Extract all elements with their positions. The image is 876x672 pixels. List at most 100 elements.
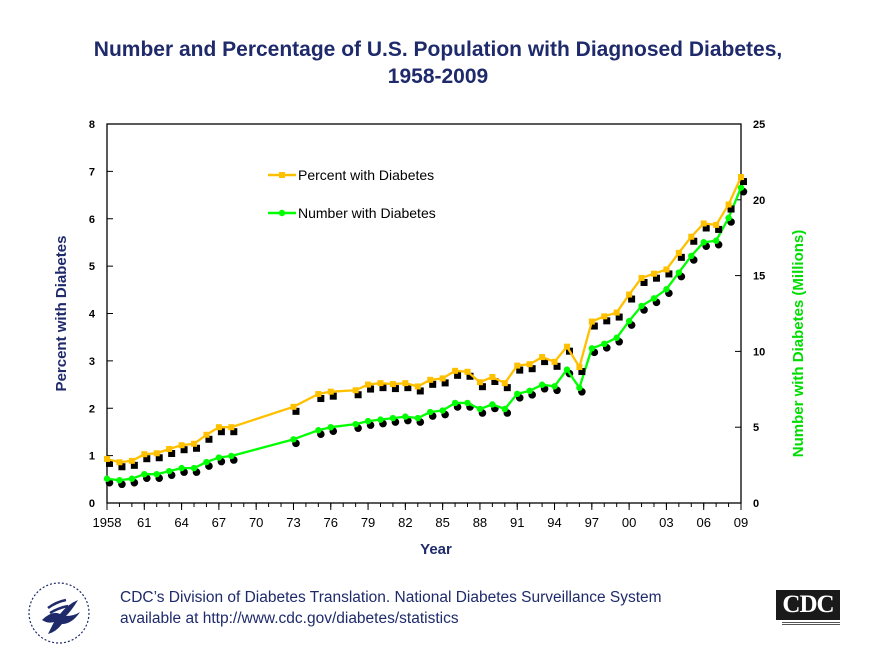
percent-series-point bbox=[501, 380, 508, 387]
number-series-point bbox=[178, 464, 185, 472]
y-right-tick-label: 10 bbox=[753, 346, 765, 358]
number-series-point bbox=[526, 387, 533, 395]
percent-series-marker-shadow bbox=[416, 387, 424, 395]
x-tick-label: 76 bbox=[324, 515, 338, 530]
number-series-point bbox=[688, 252, 695, 260]
x-tick-label: 79 bbox=[361, 515, 375, 530]
y-left-tick-label: 1 bbox=[89, 451, 95, 463]
percent-series-marker-shadow bbox=[441, 379, 449, 387]
y-left-tick-label: 8 bbox=[89, 119, 95, 131]
percent-series-point bbox=[153, 450, 160, 457]
percent-series-point bbox=[166, 445, 173, 452]
percent-series-point bbox=[700, 220, 707, 227]
x-tick-label: 97 bbox=[585, 515, 599, 530]
x-tick-label: 91 bbox=[510, 515, 524, 530]
y-left-tick-label: 0 bbox=[89, 498, 95, 510]
y-left-axis-label: Percent with Diabetes bbox=[53, 236, 70, 392]
percent-series-point bbox=[439, 375, 446, 382]
percent-series-marker-shadow bbox=[702, 224, 710, 232]
percent-series-marker-shadow bbox=[317, 395, 325, 403]
y-right-tick-label: 25 bbox=[753, 119, 765, 131]
number-series-point bbox=[613, 334, 620, 341]
percent-series-marker-shadow bbox=[628, 295, 636, 303]
number-series-point bbox=[737, 184, 745, 191]
percent-series-point bbox=[315, 391, 322, 398]
y-left-tick-label: 7 bbox=[89, 166, 95, 178]
y-right-tick-label: 0 bbox=[753, 498, 759, 510]
footer-line-2: available at http://www.cdc.gov/diabetes… bbox=[120, 610, 459, 627]
y-left-tick-label: 4 bbox=[89, 309, 96, 321]
number-series-point bbox=[203, 458, 210, 466]
percent-series-point bbox=[663, 266, 670, 273]
number-series-point bbox=[352, 420, 359, 428]
number-series-point bbox=[116, 477, 123, 484]
percent-series-point bbox=[178, 442, 185, 449]
percent-series-marker-shadow bbox=[652, 274, 660, 282]
percent-series-marker-shadow bbox=[553, 362, 561, 370]
percent-series-point bbox=[588, 318, 595, 325]
percent-series-marker-shadow bbox=[677, 253, 685, 261]
percent-series-point bbox=[128, 457, 135, 464]
percent-series-marker-shadow bbox=[367, 385, 375, 393]
percent-series-point bbox=[563, 343, 570, 350]
percent-series-marker-shadow bbox=[391, 385, 399, 393]
percent-series-point bbox=[576, 364, 583, 371]
number-series-point bbox=[414, 414, 421, 422]
percent-series-marker-shadow bbox=[491, 377, 499, 385]
cdc-logo-text: CDC bbox=[776, 590, 840, 620]
percent-series-marker-shadow bbox=[578, 368, 586, 376]
percent-series-marker-shadow bbox=[740, 178, 747, 186]
number-series-point bbox=[290, 436, 297, 443]
x-axis-label: Year bbox=[420, 541, 452, 558]
percent-series-marker-shadow bbox=[516, 366, 524, 374]
percent-series-marker-shadow bbox=[466, 372, 474, 380]
percent-series-marker-shadow bbox=[168, 449, 176, 457]
chart-title: Number and Percentage of U.S. Population… bbox=[0, 36, 876, 90]
percent-series-marker-shadow bbox=[715, 225, 723, 233]
number-series-point bbox=[364, 417, 372, 425]
percent-series-point bbox=[365, 381, 372, 388]
percent-series-point bbox=[228, 424, 235, 431]
x-tick-label: 73 bbox=[286, 515, 300, 530]
percent-series-point bbox=[601, 313, 608, 320]
hhs-eagle-logo-icon bbox=[26, 580, 92, 651]
percent-series-point bbox=[414, 383, 421, 390]
percent-series-marker-shadow bbox=[143, 455, 151, 463]
percent-series-marker-shadow bbox=[130, 461, 138, 469]
percent-series-point bbox=[327, 388, 334, 395]
number-series-point bbox=[190, 464, 198, 472]
chart-title-line2: 1958-2009 bbox=[387, 65, 489, 88]
percent-series-marker-shadow bbox=[155, 454, 163, 462]
number-series-point bbox=[451, 399, 459, 407]
number-series-point bbox=[489, 401, 496, 408]
percent-series-point bbox=[116, 459, 123, 466]
number-series-point bbox=[153, 470, 160, 478]
percent-series-point bbox=[389, 381, 396, 388]
percent-series-point bbox=[626, 291, 633, 298]
number-series-point bbox=[638, 302, 645, 310]
percent-series-marker-shadow bbox=[205, 435, 213, 443]
number-series-point bbox=[588, 345, 596, 352]
y-right-tick-label: 5 bbox=[753, 422, 759, 434]
x-tick-label: 64 bbox=[174, 515, 188, 530]
percent-series-point bbox=[290, 403, 297, 410]
number-series-point bbox=[625, 317, 633, 325]
percent-series-marker-shadow bbox=[379, 384, 387, 392]
series-layer bbox=[103, 174, 748, 489]
percent-series-point bbox=[638, 274, 645, 281]
percent-series-marker-shadow bbox=[180, 446, 188, 454]
percent-series-point bbox=[650, 270, 657, 277]
number-series-point bbox=[215, 454, 223, 461]
legend: Percent with Diabetes Number with Diabete… bbox=[268, 167, 436, 221]
number-series-point bbox=[538, 381, 546, 388]
percent-series-marker-shadow bbox=[640, 278, 648, 286]
number-series-point bbox=[725, 214, 732, 222]
percent-series-marker-shadow bbox=[541, 358, 549, 366]
x-tick-label: 82 bbox=[398, 515, 412, 530]
number-series-point bbox=[663, 286, 670, 293]
number-series-point bbox=[551, 383, 558, 390]
percent-series-point bbox=[688, 233, 695, 240]
percent-series-point bbox=[476, 379, 483, 386]
number-series-point bbox=[476, 405, 484, 413]
